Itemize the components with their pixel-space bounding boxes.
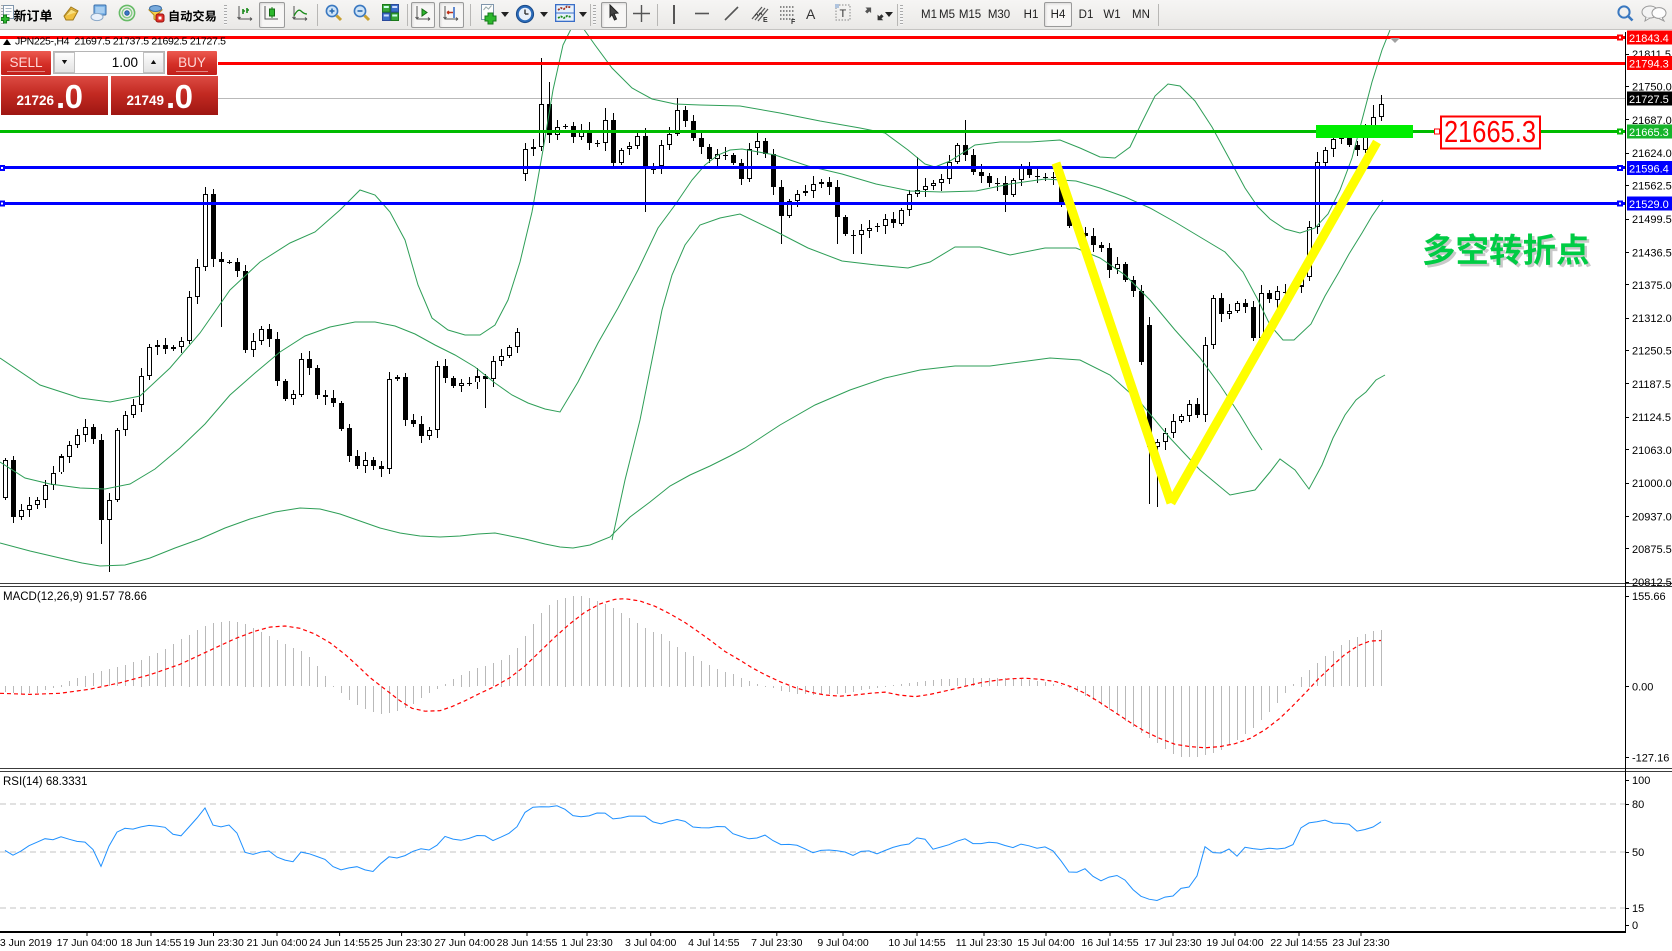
svg-text:11 Jul 23:30: 11 Jul 23:30 — [956, 937, 1013, 949]
svg-text:21250.5: 21250.5 — [1632, 346, 1672, 358]
svg-text:21124.5: 21124.5 — [1632, 412, 1671, 424]
svg-text:21499.5: 21499.5 — [1632, 214, 1672, 226]
svg-text:21375.0: 21375.0 — [1632, 280, 1672, 292]
svg-text:17 Jul 23:30: 17 Jul 23:30 — [1144, 937, 1201, 949]
svg-text:50: 50 — [1632, 847, 1644, 859]
svg-text:13 Jun 2019: 13 Jun 2019 — [0, 937, 52, 949]
svg-text:0: 0 — [1632, 920, 1638, 932]
svg-text:19 Jul 04:00: 19 Jul 04:00 — [1206, 937, 1263, 949]
svg-text:21 Jun 04:00: 21 Jun 04:00 — [247, 937, 308, 949]
svg-text:0.00: 0.00 — [1632, 681, 1653, 693]
svg-text:16 Jul 14:55: 16 Jul 14:55 — [1081, 937, 1138, 949]
svg-text:21727.5: 21727.5 — [1629, 94, 1669, 106]
svg-text:21624.0: 21624.0 — [1632, 148, 1672, 160]
svg-text:21436.5: 21436.5 — [1632, 247, 1672, 259]
svg-text:21794.3: 21794.3 — [1629, 59, 1669, 71]
svg-text:E: E — [763, 17, 768, 24]
svg-text:15 Jul 04:00: 15 Jul 04:00 — [1017, 937, 1074, 949]
svg-text:21843.4: 21843.4 — [1629, 33, 1669, 45]
svg-text:7 Jul 23:30: 7 Jul 23:30 — [751, 937, 803, 949]
svg-text:24 Jun 14:55: 24 Jun 14:55 — [309, 937, 370, 949]
svg-text:19 Jun 23:30: 19 Jun 23:30 — [183, 937, 244, 949]
svg-text:28 Jun 14:55: 28 Jun 14:55 — [497, 937, 558, 949]
svg-text:T: T — [840, 8, 847, 20]
svg-text:21063.0: 21063.0 — [1632, 445, 1672, 457]
svg-text:21187.5: 21187.5 — [1632, 379, 1671, 391]
svg-text:27 Jun 04:00: 27 Jun 04:00 — [434, 937, 495, 949]
svg-text:1 Jul 23:30: 1 Jul 23:30 — [561, 937, 613, 949]
svg-text:20937.0: 20937.0 — [1632, 511, 1672, 523]
svg-text:17 Jun 04:00: 17 Jun 04:00 — [57, 937, 118, 949]
svg-text:MACD(12,26,9) 91.57 78.66: MACD(12,26,9) 91.57 78.66 — [3, 591, 147, 603]
svg-text:21687.0: 21687.0 — [1632, 115, 1672, 127]
svg-text:3 Jul 04:00: 3 Jul 04:00 — [625, 937, 677, 949]
svg-text:21750.0: 21750.0 — [1632, 82, 1672, 94]
svg-text:21562.5: 21562.5 — [1632, 181, 1672, 193]
svg-text:4 Jul 14:55: 4 Jul 14:55 — [688, 937, 740, 949]
svg-text:20875.5: 20875.5 — [1632, 544, 1672, 556]
svg-text:JPN225-,H4 21697.5 21737.5 21: JPN225-,H4 21697.5 21737.5 21692.5 21727… — [15, 36, 226, 48]
svg-text:23 Jul 23:30: 23 Jul 23:30 — [1332, 937, 1389, 949]
svg-text:21000.0: 21000.0 — [1632, 478, 1672, 490]
svg-text:21665.3: 21665.3 — [1444, 114, 1536, 149]
svg-text:-127.16: -127.16 — [1632, 753, 1669, 765]
svg-text:25 Jun 23:30: 25 Jun 23:30 — [371, 937, 432, 949]
svg-text:20812.5: 20812.5 — [1632, 577, 1672, 589]
svg-text:9 Jul 04:00: 9 Jul 04:00 — [817, 937, 869, 949]
svg-text:F: F — [791, 19, 796, 24]
svg-text:22 Jul 14:55: 22 Jul 14:55 — [1270, 937, 1327, 949]
svg-text:RSI(14) 68.3331: RSI(14) 68.3331 — [3, 776, 87, 788]
svg-text:155.66: 155.66 — [1632, 591, 1666, 603]
svg-text:15: 15 — [1632, 903, 1644, 915]
svg-text:80: 80 — [1632, 799, 1644, 811]
svg-text:21529.0: 21529.0 — [1629, 199, 1669, 211]
svg-text:21665.3: 21665.3 — [1629, 127, 1669, 139]
svg-text:100: 100 — [1632, 775, 1650, 787]
svg-text:10 Jul 14:55: 10 Jul 14:55 — [888, 937, 945, 949]
svg-text:21312.0: 21312.0 — [1632, 313, 1672, 325]
svg-text:21596.4: 21596.4 — [1629, 164, 1669, 176]
svg-text:18 Jun 14:55: 18 Jun 14:55 — [121, 937, 182, 949]
